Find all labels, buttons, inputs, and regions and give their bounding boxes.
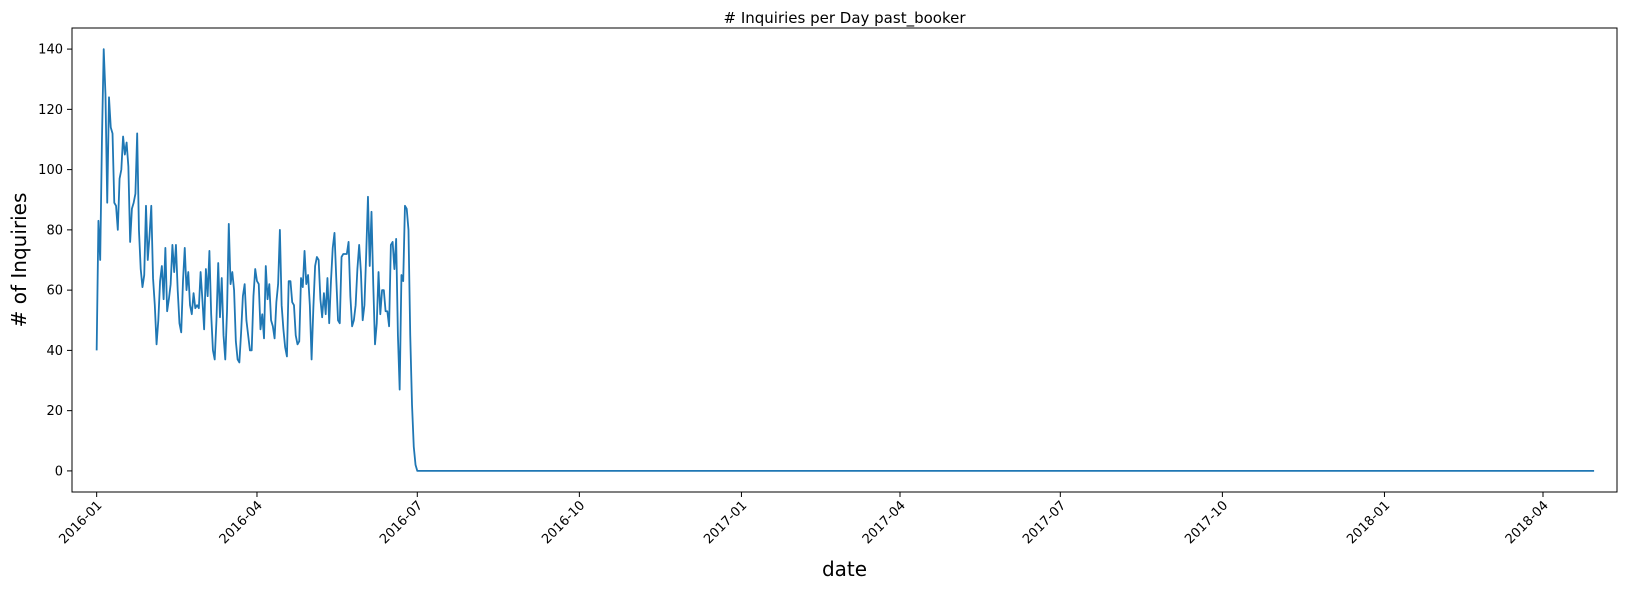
y-tick-label: 100 <box>38 163 63 178</box>
x-axis: 2016-01 2016-04 2016-07 2016-10 2017-01 2017-… <box>56 492 1552 547</box>
y-tick-label: 120 <box>38 103 63 118</box>
chart-title: # Inquiries per Day past_booker <box>723 9 966 28</box>
x-tick-label: 2016-01 <box>56 498 105 547</box>
x-tick-label: 2016-07 <box>377 498 426 547</box>
plot-frame <box>71 27 1618 493</box>
x-tick-label: 2018-04 <box>1503 498 1552 547</box>
x-tick-label: 2017-04 <box>860 498 909 547</box>
y-axis-label: # of Inquiries <box>7 193 31 328</box>
y-tick-label: 0 <box>55 464 63 479</box>
y-tick-label: 40 <box>46 344 63 359</box>
x-tick-label: 2017-07 <box>1020 498 1069 547</box>
y-tick-label: 80 <box>46 223 63 238</box>
x-axis-label: date <box>822 557 867 581</box>
x-tick-label: 2017-01 <box>701 498 750 547</box>
x-tick-label: 2016-10 <box>539 498 588 547</box>
y-tick-label: 140 <box>38 43 63 58</box>
y-tick-label: 60 <box>46 284 63 299</box>
y-axis: 0 20 40 60 80 100 120 140 <box>38 43 72 479</box>
x-tick-label: 2018-01 <box>1344 498 1393 547</box>
x-tick-label: 2017-10 <box>1182 498 1231 547</box>
x-tick-label: 2016-04 <box>217 498 266 547</box>
y-tick-label: 20 <box>46 404 63 419</box>
series-line-0 <box>95 48 1595 472</box>
